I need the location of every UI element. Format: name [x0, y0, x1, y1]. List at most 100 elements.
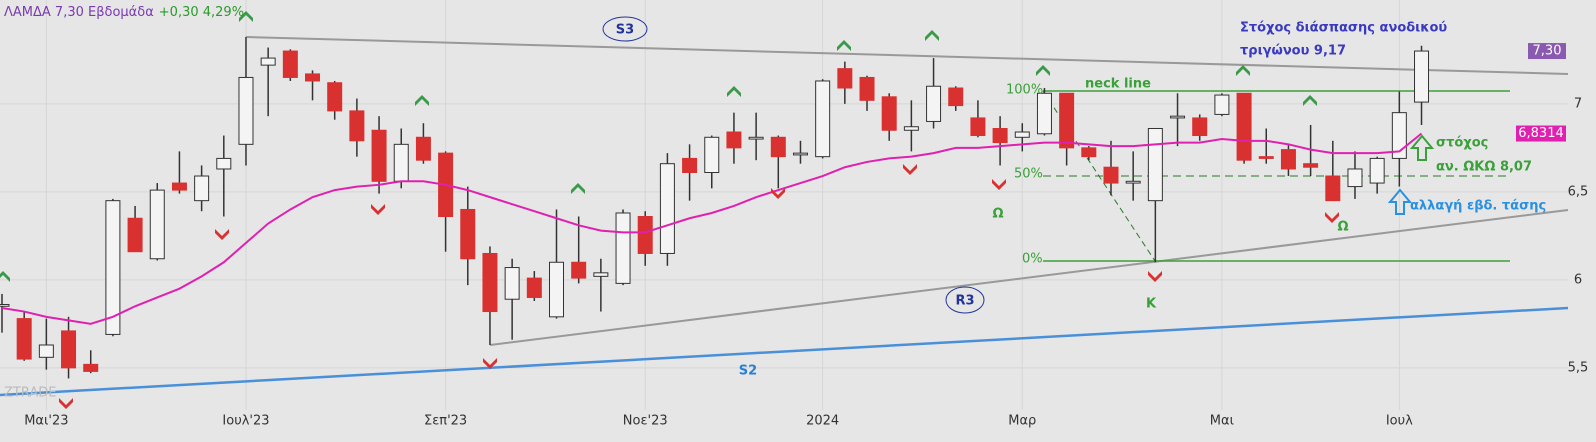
- candle-body: [1369, 157, 1385, 184]
- candle-body: [1236, 92, 1252, 161]
- up-signal: [925, 30, 939, 41]
- triangle-top: [245, 36, 1569, 75]
- s3-ellipse: [602, 16, 648, 42]
- down-signal: [371, 204, 385, 215]
- candle-body: [1103, 166, 1119, 184]
- candle-body: [260, 57, 276, 66]
- candle-body: [127, 217, 143, 253]
- omega-label: Ω: [1337, 220, 1348, 235]
- candle-body: [571, 261, 587, 279]
- candle-body: [992, 127, 1008, 144]
- candle-body: [460, 208, 476, 260]
- candle-body: [948, 87, 964, 107]
- neck-label: neck line: [1085, 77, 1151, 92]
- candle-body: [1014, 131, 1030, 138]
- down-signal: [903, 164, 917, 175]
- y-tick-label: 6: [1574, 272, 1582, 287]
- r3-label: R3: [955, 294, 974, 309]
- candle-body: [504, 267, 520, 300]
- candle-body: [881, 96, 897, 131]
- candle-body: [349, 110, 365, 142]
- candle-body: [1081, 147, 1097, 158]
- candle-body: [482, 252, 498, 313]
- candle-body: [238, 76, 254, 145]
- candle-body: [171, 182, 187, 191]
- fib-100: 100%: [1006, 83, 1043, 98]
- candle-body: [859, 76, 875, 101]
- candle-body: [1059, 92, 1075, 149]
- down-signal: [992, 179, 1006, 190]
- candle-body: [282, 50, 298, 78]
- grid: [0, 0, 1568, 410]
- ma-label: 6,8314: [1518, 126, 1564, 141]
- fib-50: 50%: [1014, 167, 1043, 182]
- fib-0: 0%: [1022, 252, 1043, 267]
- chevrons: [0, 11, 1435, 409]
- title-name: ΛΑΜΔΑ 7,30 Εβδομάδα: [4, 5, 154, 20]
- candle-body: [1325, 175, 1341, 202]
- x-tick-label: 2024: [806, 414, 839, 429]
- y-tick-label: 6,5: [1568, 184, 1589, 199]
- candle-body: [194, 175, 210, 202]
- candle-body: [1036, 92, 1052, 135]
- candle-body: [327, 82, 343, 112]
- trend-arrow: [1387, 188, 1413, 215]
- candle-body: [0, 304, 10, 307]
- ma-label-box: [1516, 125, 1566, 142]
- trend-label: αλλαγή εβδ. τάσης: [1410, 199, 1546, 214]
- candle-body: [1414, 50, 1430, 103]
- omega-label: Ω: [992, 207, 1003, 222]
- candle-body: [216, 157, 232, 170]
- candle-body: [549, 261, 564, 318]
- triangle-bottom: [489, 209, 1569, 346]
- x-tick-label: Μαι: [1210, 414, 1234, 429]
- y-tick-label: 7: [1574, 96, 1582, 111]
- down-signal: [215, 229, 229, 240]
- moving-average: [1, 132, 1423, 325]
- candle-body: [748, 136, 764, 140]
- candle-body: [682, 157, 698, 173]
- s2-label: S2: [739, 364, 757, 379]
- candle-body: [615, 212, 631, 284]
- candle-body: [305, 73, 321, 82]
- price-label: 7,30: [1533, 44, 1562, 59]
- candle-body: [1214, 94, 1230, 115]
- candle-body: [1391, 112, 1407, 159]
- candle-body: [393, 143, 409, 182]
- candle-body: [415, 136, 431, 161]
- y-tick-label: 5,5: [1568, 360, 1589, 375]
- title-change: +0,30 4,29%: [159, 5, 244, 20]
- candle-body: [704, 136, 720, 173]
- trend-lines: [0, 16, 1569, 397]
- candle-body: [83, 363, 99, 372]
- x-tick-label: Σεπ'23: [424, 414, 467, 429]
- candle-body: [61, 330, 77, 369]
- candle-body: [1125, 180, 1141, 184]
- support-line: [0, 306, 1569, 397]
- candle-body: [903, 126, 919, 131]
- marks: [0, 36, 1430, 379]
- s3-label: S3: [616, 23, 634, 38]
- candle-body: [1192, 117, 1208, 137]
- candle-body: [837, 68, 853, 89]
- candle-body: [1258, 156, 1274, 159]
- candle-body: [792, 152, 808, 156]
- r3-ellipse: [945, 286, 985, 314]
- price-label-box: [1528, 43, 1566, 60]
- up-signal: [1036, 65, 1050, 76]
- candle-body: [1170, 115, 1186, 119]
- candle-body: [637, 216, 653, 254]
- down-signal: [59, 398, 73, 409]
- candle-body: [105, 200, 121, 335]
- x-tick-label: Μαρ: [1008, 414, 1036, 429]
- x-tick-label: Ιουλ'23: [222, 414, 269, 429]
- candle-body: [371, 129, 387, 182]
- candle-body: [16, 318, 32, 360]
- candle-body: [970, 117, 986, 137]
- up-signal: [727, 86, 741, 97]
- candle-body: [770, 136, 786, 158]
- okw-label: αν. ΩΚΩ 8,07: [1436, 160, 1532, 175]
- up-signal: [837, 40, 851, 51]
- candle-body: [149, 189, 165, 260]
- x-tick-label: Νοε'23: [623, 414, 668, 429]
